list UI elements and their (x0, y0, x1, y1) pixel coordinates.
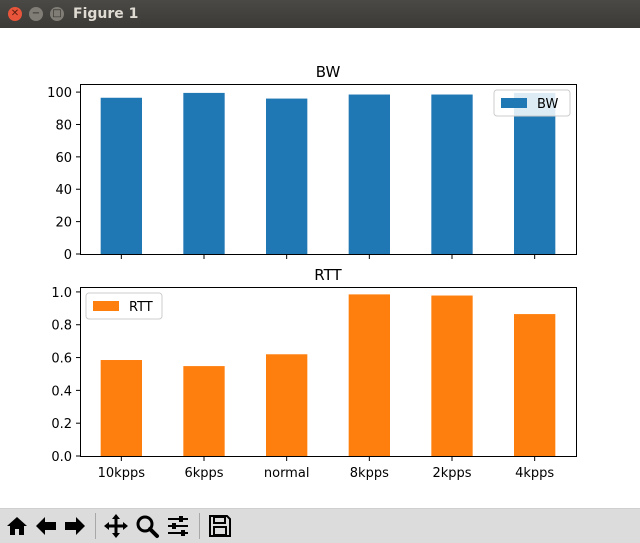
legend-swatch (93, 301, 119, 311)
y-tick-label: 100 (47, 86, 72, 101)
y-tick-label: 0.2 (51, 417, 72, 432)
chart-bar (348, 294, 390, 456)
maximize-icon: □ (52, 8, 62, 19)
legend-label: RTT (129, 300, 153, 315)
chart-bar (100, 97, 142, 254)
y-tick-label: 0 (64, 248, 72, 263)
y-tick-label: 1.0 (51, 286, 72, 301)
chart-bar (183, 366, 225, 456)
legend-swatch (501, 98, 527, 108)
chart-bar (266, 354, 308, 456)
configure-subplots-button[interactable] (165, 513, 191, 539)
y-tick-label: 20 (55, 216, 72, 231)
floppy-disk-icon (209, 515, 231, 537)
home-button[interactable] (4, 513, 30, 539)
y-tick-label: 0.8 (51, 319, 72, 334)
move-icon (104, 514, 128, 538)
chart-bar (431, 295, 473, 456)
close-icon: ✕ (10, 8, 20, 19)
close-window-button[interactable]: ✕ (8, 7, 22, 21)
chart-bar (266, 98, 308, 254)
chart-title: BW (316, 63, 341, 81)
navigation-toolbar (0, 508, 640, 543)
y-tick-label: 0.6 (51, 352, 72, 367)
minimize-window-button[interactable]: − (29, 7, 43, 21)
chart-bar (183, 92, 225, 255)
y-tick-label: 0.4 (51, 384, 72, 399)
magnifier-icon (136, 515, 159, 538)
x-tick-label: 8kpps (350, 466, 389, 481)
legend-label: BW (537, 97, 558, 112)
maximize-window-button[interactable]: □ (50, 7, 64, 21)
x-tick-label: 4kpps (515, 466, 554, 481)
legend-box (85, 292, 163, 320)
axes-frame (80, 84, 577, 255)
y-tick-label: 60 (55, 151, 72, 166)
title-bar: ✕ − □ Figure 1 (0, 0, 640, 28)
chart-bar (514, 314, 556, 456)
chart-bar (100, 360, 142, 456)
x-tick-label: 6kpps (184, 466, 223, 481)
save-button[interactable] (207, 513, 233, 539)
chart-bar (348, 94, 390, 255)
x-tick-label: normal (264, 466, 310, 481)
home-icon (7, 517, 27, 535)
y-tick-label: 40 (55, 183, 72, 198)
legend-box (493, 89, 571, 117)
figure-plot: 0 20 40 60 80 100 BW BW 0.0 0.2 0.4 0.6 0.8 1.0 10kpps… (47, 63, 577, 481)
arrow-left-icon (36, 517, 56, 535)
toolbar-separator (95, 513, 96, 539)
chart-bar (514, 92, 556, 255)
pan-button[interactable] (103, 513, 129, 539)
chart-title: RTT (314, 266, 342, 284)
window-title: Figure 1 (73, 6, 139, 22)
x-tick-label: 2kpps (432, 466, 471, 481)
figure-canvas[interactable]: 0 20 40 60 80 100 BW BW 0.0 0.2 0.4 0.6 0.8 1.0 10kpps… (0, 28, 640, 508)
minimize-icon: − (31, 8, 41, 19)
y-tick-label: 0.0 (51, 450, 72, 465)
zoom-button[interactable] (134, 513, 160, 539)
x-tick-label: 10kpps (98, 466, 146, 481)
back-button[interactable] (33, 513, 59, 539)
forward-button[interactable] (62, 513, 88, 539)
toolbar-separator (199, 513, 200, 539)
axes-frame (80, 287, 577, 457)
arrow-right-icon (65, 517, 85, 535)
y-tick-label: 80 (55, 118, 72, 133)
sliders-icon (168, 516, 188, 536)
chart-bar (431, 94, 473, 255)
